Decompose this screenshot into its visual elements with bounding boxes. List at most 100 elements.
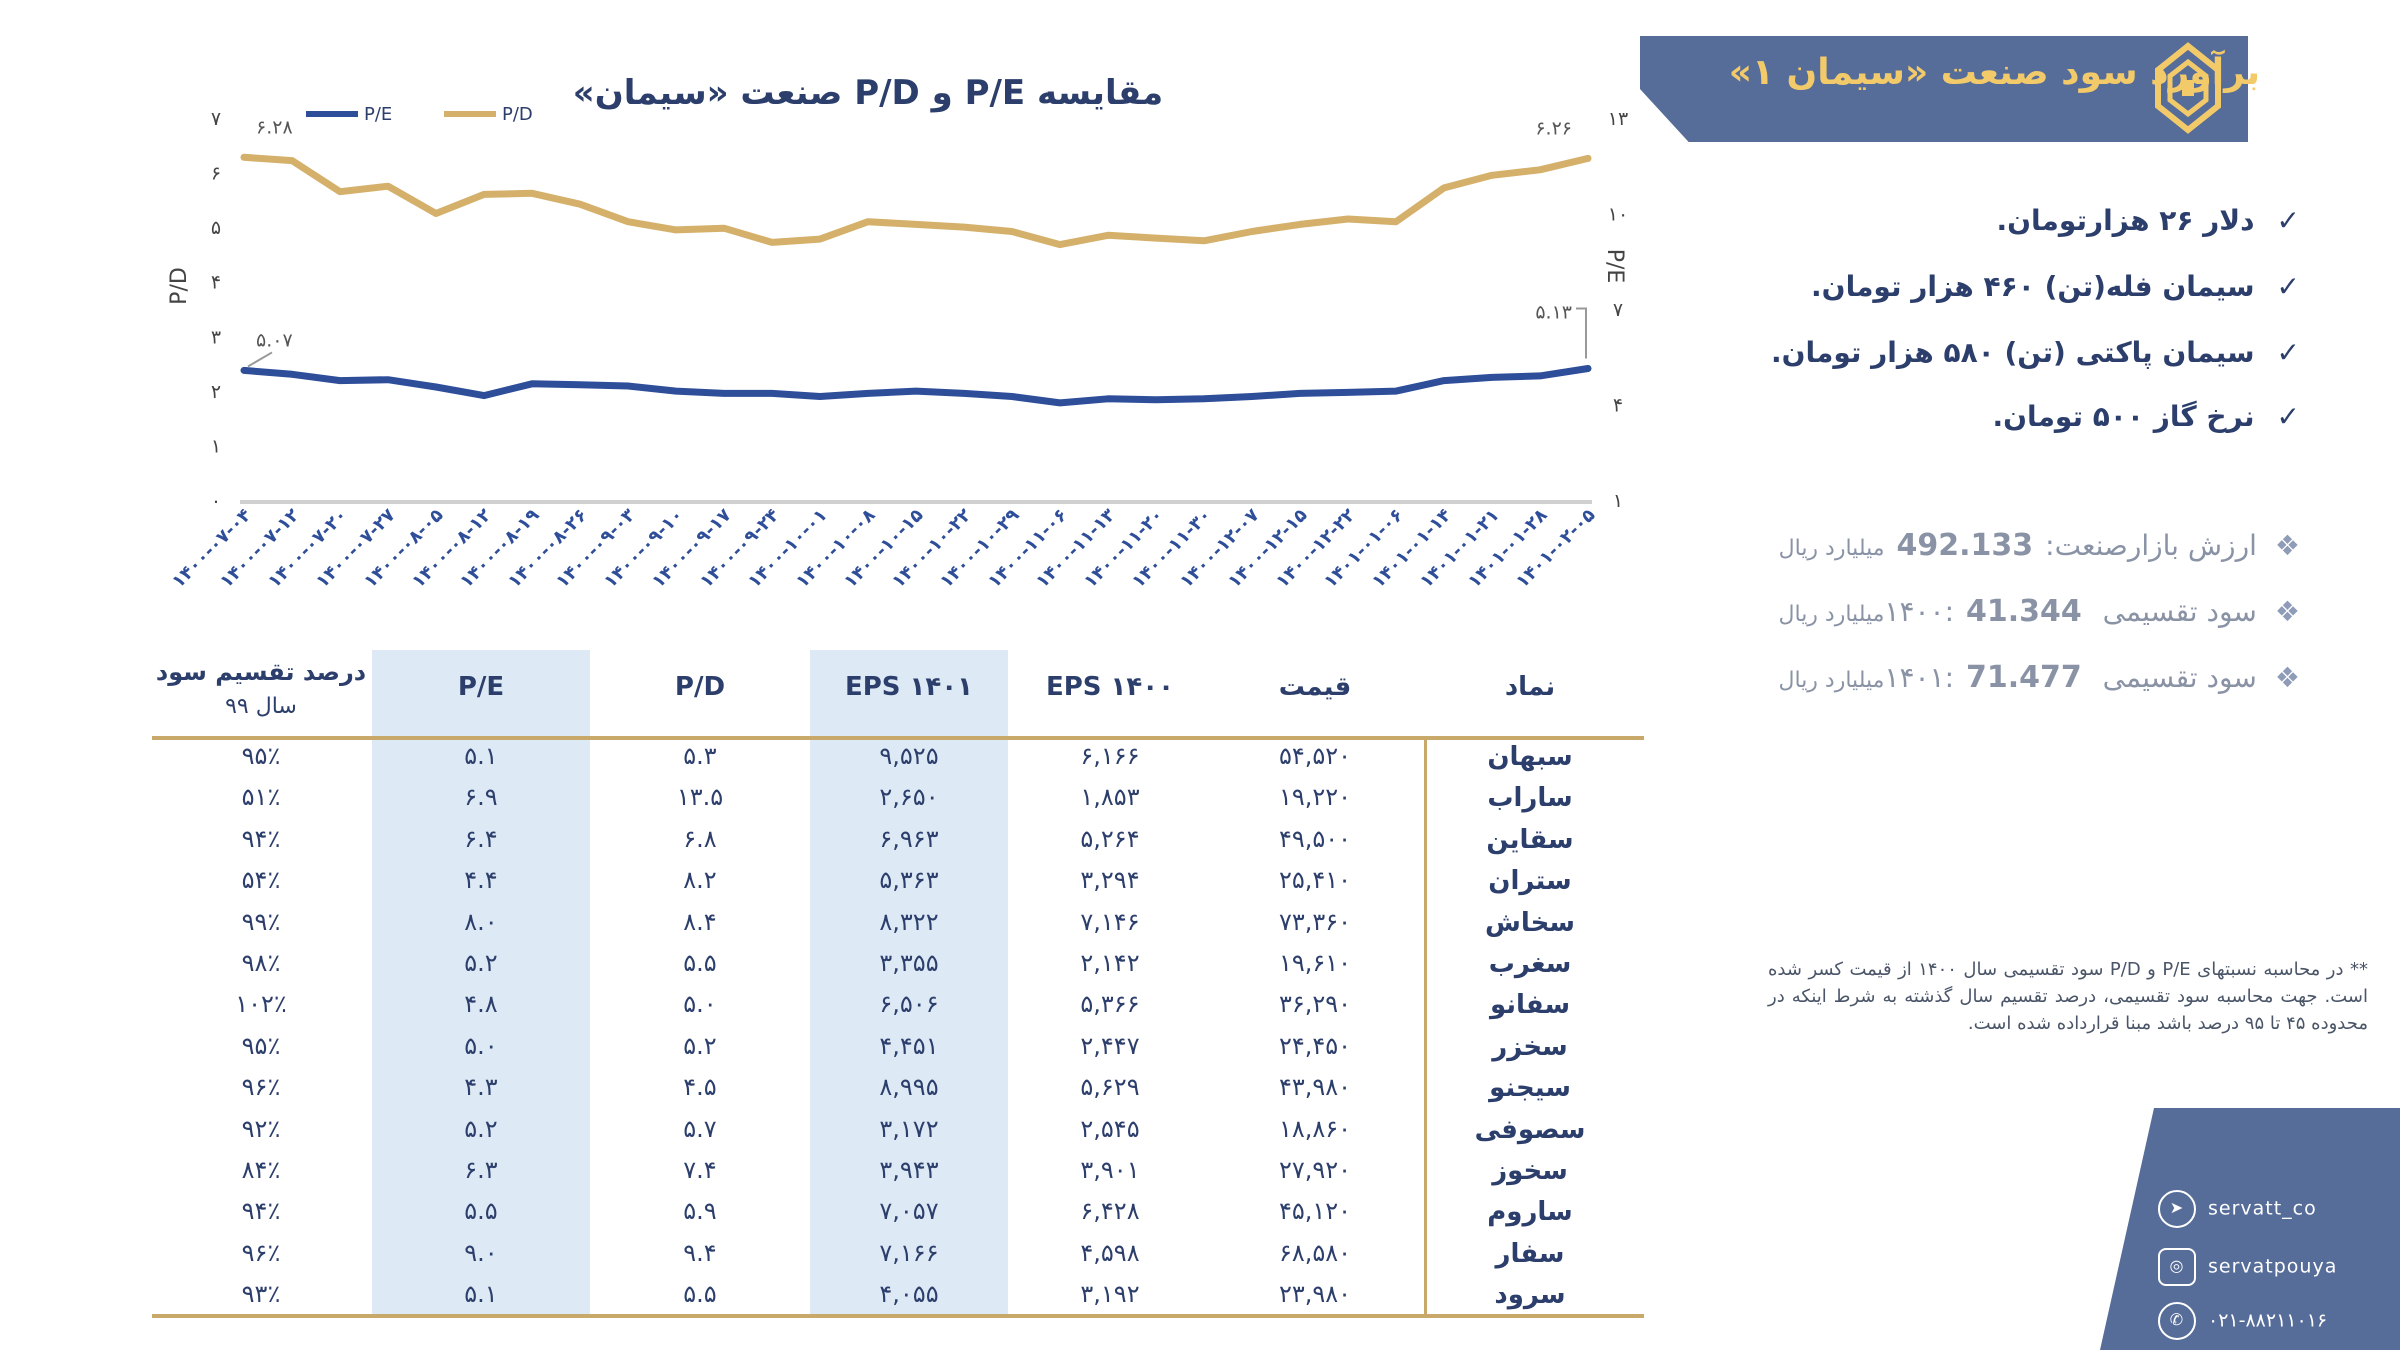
- cell-eps1400: ۳,۹۰۱: [1080, 1156, 1140, 1184]
- cell-eps1401: ۳,۳۵۵: [879, 949, 939, 977]
- instagram-link[interactable]: ◎ servatpouya: [2158, 1248, 2337, 1286]
- cell-price: ۷۳,۳۶۰: [1278, 907, 1352, 936]
- left-tick-label: ۲: [211, 381, 221, 403]
- check-icon: ✓: [2276, 204, 2300, 237]
- cell-eps1400: ۳,۲۹۴: [1080, 866, 1140, 895]
- bullet-bulk-cement: ✓سیمان فله(تن) ۴۶۰ هزار تومان.: [1811, 270, 2300, 303]
- cell-payout: ۱۰۲٪: [235, 990, 287, 1019]
- cell-payout: ۹۴٪: [241, 824, 281, 853]
- cell-price: ۲۷,۹۲۰: [1278, 1156, 1352, 1184]
- footnote: ** در محاسبه نسبتهای P/E و P/D سود تقسیم…: [1768, 959, 2368, 1034]
- cell-eps1401: ۹,۵۲۵: [879, 742, 939, 770]
- left-tick-label: ۰: [211, 490, 221, 512]
- cell-symbol: سقاین: [1486, 824, 1574, 855]
- cell-pe: ۸.۰: [464, 907, 498, 936]
- company-logo: [2155, 42, 2221, 134]
- telegram-icon: ➤: [2158, 1190, 2196, 1228]
- cell-price: ۲۳,۹۸۰: [1278, 1280, 1352, 1309]
- table-header-rule: [152, 736, 1644, 740]
- cell-pd: ۵.۰: [683, 990, 717, 1019]
- header-eps1400: EPS ۱۴۰۰: [1045, 672, 1175, 702]
- header-pd: P/D: [674, 672, 726, 702]
- cell-eps1401: ۵,۳۶۳: [879, 866, 939, 895]
- diamond-bullet-icon: ❖: [2274, 529, 2300, 562]
- stat-market-value: ❖ارزش بازارصنعت:492.133میلیارد ریال: [1778, 528, 2300, 563]
- cell-pe: ۴.۸: [464, 990, 498, 1019]
- cell-symbol: سغرب: [1488, 949, 1572, 979]
- cell-payout: ۹۶٪: [241, 1238, 281, 1267]
- last-label-leader-line: [1576, 307, 1587, 359]
- cell-eps1400: ۲,۵۴۵: [1080, 1114, 1140, 1143]
- right-tick-label: ۷: [1613, 299, 1623, 321]
- cell-eps1400: ۷,۱۴۶: [1080, 907, 1140, 936]
- cell-payout: ۹۳٪: [241, 1280, 281, 1309]
- left-tick-label: ۳: [211, 326, 221, 348]
- cell-eps1400: ۵,۳۶۶: [1080, 990, 1140, 1019]
- left-tick-label: ۷: [211, 108, 221, 130]
- cell-eps1401: ۶,۹۶۳: [879, 824, 939, 853]
- cell-payout: ۹۴٪: [241, 1197, 281, 1226]
- first-label-leader-line: [247, 351, 273, 368]
- cell-pd: ۴.۵: [683, 1073, 717, 1102]
- cell-pe: ۶.۴: [464, 824, 498, 853]
- cell-pe: ۵.۲: [464, 1114, 498, 1143]
- cell-symbol: ستران: [1488, 866, 1572, 897]
- cell-symbol: سخاش: [1485, 907, 1575, 938]
- cell-pd: ۸.۴: [683, 907, 717, 936]
- cell-eps1401: ۸,۹۹۵: [879, 1073, 939, 1102]
- diamond-bullet-icon: ❖: [2274, 661, 2300, 694]
- pe-pd-line-chart: مقایسه P/E و P/D صنعت «سیمان» P/E P/D P/…: [167, 73, 1628, 592]
- series-first-value-label: ۶.۲۸: [256, 116, 293, 138]
- cell-pe: ۵.۵: [464, 1197, 498, 1226]
- cell-pd: ۵.۷: [683, 1114, 717, 1143]
- bullet-dollar: ✓دلار ۲۶ هزارتومان.: [1996, 204, 2301, 237]
- symbol-column-divider: [1424, 740, 1427, 1314]
- cell-pe: ۶.۳: [464, 1156, 498, 1184]
- cell-payout: ۹۹٪: [241, 907, 281, 936]
- header-payout: درصد تقسیم سود: [155, 658, 367, 686]
- cell-eps1401: ۲,۶۵۰: [879, 783, 939, 812]
- cell-pd: ۶.۸: [683, 824, 717, 853]
- cell-price: ۱۹,۲۲۰: [1278, 783, 1352, 812]
- right-axis-label: P/E: [1602, 249, 1627, 284]
- cell-payout: ۹۶٪: [241, 1073, 281, 1102]
- cell-eps1401: ۴,۴۵۱: [879, 1031, 939, 1060]
- cell-symbol: سخزر: [1492, 1031, 1568, 1062]
- check-icon: ✓: [2276, 270, 2300, 303]
- telegram-link[interactable]: ➤ servatt_co: [2158, 1190, 2317, 1228]
- pe-column-highlight: [372, 650, 590, 1316]
- cell-pe: ۵.۰: [464, 1031, 498, 1060]
- series-pe-line: [240, 365, 1592, 407]
- header-price: قیمت: [1278, 672, 1352, 702]
- cell-price: ۲۴,۴۵۰: [1278, 1031, 1352, 1060]
- cell-eps1400: ۵,۶۲۹: [1080, 1073, 1140, 1102]
- left-tick-label: ۵: [211, 217, 221, 239]
- cell-eps1400: ۱,۸۵۳: [1080, 783, 1140, 812]
- legend-pd-label: P/D: [502, 104, 533, 125]
- series-last-value-label: ۶.۲۶: [1535, 117, 1572, 139]
- stat-dividend-1401: ❖سود تقسیمی ۱۴۰۱:71.477میلیارد ریال: [1778, 660, 2301, 695]
- cell-symbol: سخوز: [1492, 1156, 1568, 1186]
- phone-link[interactable]: ✆ ۰۲۱-۸۸۲۱۱۰۱۶: [2158, 1302, 2327, 1340]
- cell-symbol: سیجنو: [1489, 1073, 1571, 1104]
- cell-symbol: سبهان: [1487, 742, 1573, 772]
- cell-pe: ۵.۱: [464, 742, 498, 770]
- cell-symbol: سفانو: [1489, 990, 1571, 1021]
- check-icon: ✓: [2276, 400, 2300, 433]
- cell-price: ۱۸,۸۶۰: [1278, 1114, 1352, 1143]
- phone-icon: ✆: [2158, 1302, 2196, 1340]
- cell-eps1400: ۵,۲۶۴: [1080, 824, 1140, 853]
- left-tick-label: ۶: [211, 163, 221, 185]
- cell-payout: ۹۵٪: [241, 1031, 281, 1060]
- cell-eps1401: ۷,۱۶۶: [879, 1238, 939, 1267]
- table-bottom-rule: [152, 1314, 1644, 1318]
- cell-price: ۴۵,۱۲۰: [1278, 1197, 1352, 1226]
- cell-eps1400: ۶,۱۶۶: [1080, 742, 1140, 770]
- cell-payout: ۹۵٪: [241, 742, 281, 770]
- cell-eps1400: ۲,۴۴۷: [1080, 1031, 1140, 1060]
- cell-pe: ۶.۹: [464, 783, 498, 812]
- cell-price: ۵۴,۵۲۰: [1278, 742, 1352, 770]
- cell-payout: ۵۱٪: [241, 783, 281, 812]
- cell-price: ۴۹,۵۰۰: [1278, 824, 1352, 853]
- cell-price: ۳۶,۲۹۰: [1278, 990, 1352, 1019]
